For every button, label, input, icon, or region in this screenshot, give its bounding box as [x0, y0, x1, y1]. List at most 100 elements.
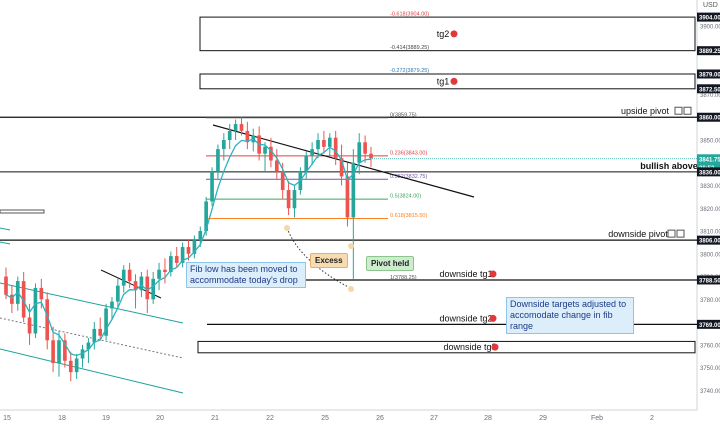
candle-body	[263, 146, 267, 154]
target-zone	[199, 73, 696, 90]
candle-body	[345, 176, 350, 218]
pivot-marker	[348, 243, 354, 249]
x-tick-label: 21	[211, 415, 219, 422]
pivot-icon	[667, 229, 676, 238]
x-tick-label: 2	[650, 415, 654, 422]
annotation-fib-low: Fib low has been moved to accommodate to…	[186, 262, 306, 288]
target-icon	[489, 270, 497, 278]
y-tick-label: 3780.00	[700, 298, 720, 304]
candle-body	[280, 171, 285, 191]
candle-body	[116, 285, 120, 302]
candle-body	[127, 269, 132, 282]
price-label: 3788.50	[699, 278, 720, 284]
candle-body	[339, 158, 344, 177]
price-label-bg	[697, 12, 720, 22]
candle-body	[98, 328, 103, 336]
candle-body	[68, 360, 73, 373]
x-tick-label: Feb	[591, 415, 603, 422]
y-tick-label: 3740.00	[700, 389, 720, 395]
price-label-bg	[697, 154, 720, 164]
candle-body	[86, 342, 91, 350]
price-label: 3860.00	[699, 116, 720, 122]
x-tick-label: 15	[3, 415, 11, 422]
y-tick-label: 3900.00	[700, 25, 720, 31]
x-tick-label: 26	[376, 415, 384, 422]
price-label: 3806.00	[699, 239, 720, 245]
candle-body	[239, 124, 244, 131]
candle-body	[57, 340, 61, 364]
y-tick-label: 3750.00	[700, 366, 720, 372]
excess-marker	[284, 225, 290, 231]
annotation-downside-targets: Downside targets adjusted to accomodate …	[506, 297, 634, 334]
candle-body	[151, 278, 156, 300]
candle-body	[310, 149, 314, 156]
x-tick-label: 18	[58, 415, 66, 422]
moving-average-line	[5, 138, 372, 357]
candle-body	[121, 269, 126, 286]
candle-body	[316, 140, 320, 150]
currency-label: USD	[703, 2, 718, 9]
price-label-bg	[697, 235, 720, 245]
channel-line	[0, 241, 11, 245]
x-tick-label: 19	[102, 415, 110, 422]
price-axis	[697, 0, 720, 425]
range-marker	[0, 209, 45, 214]
candle-body	[292, 190, 297, 209]
candle-body	[74, 358, 79, 373]
level-label: downside tg1	[439, 269, 492, 279]
candle-body	[133, 281, 138, 291]
pivot-icon	[674, 106, 683, 115]
candle-body	[145, 276, 150, 300]
fib-label: 1(3788.25)	[390, 275, 417, 281]
candle-body	[286, 190, 291, 209]
candle-body	[27, 317, 32, 334]
trend-line	[212, 124, 475, 198]
candle-body	[351, 162, 356, 218]
price-label-bg	[697, 167, 720, 177]
excess-curve	[286, 227, 353, 290]
candle-body	[174, 256, 179, 263]
candle-body	[322, 140, 326, 147]
price-label-bg	[697, 84, 720, 94]
fib-label: -0.414(3889.25)	[390, 45, 429, 51]
pivot-icon	[683, 106, 692, 115]
x-tick-label: 22	[266, 415, 274, 422]
price-label: 3769.00	[699, 323, 720, 329]
fib-label: 0.5(3824.00)	[390, 194, 421, 200]
candle-body	[369, 153, 373, 159]
candle-body	[4, 276, 8, 295]
channel-line	[0, 227, 11, 231]
candle-body	[221, 140, 226, 150]
candle-body	[21, 281, 26, 318]
target-icon	[491, 343, 499, 351]
level-label: downside tg2	[439, 313, 492, 323]
target-icon	[450, 30, 458, 38]
candle-body	[169, 256, 173, 272]
x-tick-label: 27	[430, 415, 438, 422]
fib-label: 0(3859.75)	[390, 112, 417, 118]
y-tick-label: 3830.00	[700, 184, 720, 190]
candle-body	[139, 276, 144, 291]
candle-body	[363, 142, 367, 154]
channel-line	[0, 282, 184, 324]
y-tick-label: 3820.00	[700, 207, 720, 213]
candle-body	[269, 146, 273, 161]
candle-body	[104, 308, 108, 336]
price-label-bg	[697, 319, 720, 329]
candle-body	[204, 201, 208, 232]
x-tick-label: 28	[484, 415, 492, 422]
candle-body	[39, 287, 44, 300]
fib-label: 0.382(3832.75)	[390, 174, 427, 180]
x-tick-label: 20	[156, 415, 164, 422]
level-label: downside pivot	[608, 229, 668, 239]
price-label: 3841.75	[699, 157, 720, 163]
candle-body	[327, 137, 332, 147]
target-icon	[489, 314, 497, 322]
candle-body	[274, 160, 279, 172]
excess-marker	[348, 286, 354, 292]
price-label: 3836.00	[699, 170, 720, 176]
price-label-bg	[697, 112, 720, 122]
price-label-bg	[697, 46, 720, 56]
price-label-bg	[697, 275, 720, 285]
